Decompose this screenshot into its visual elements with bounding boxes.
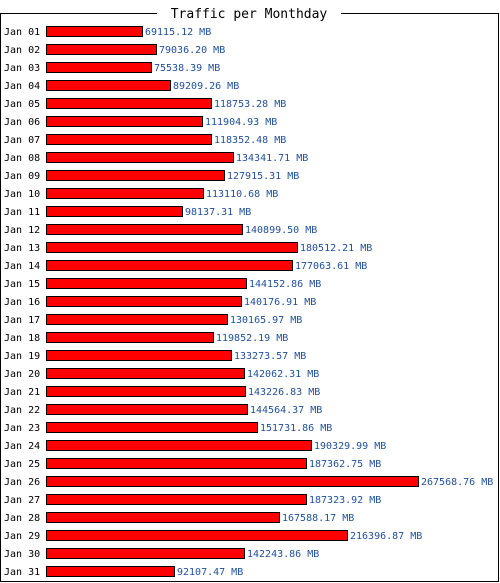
value-label: 142243.86 MB: [247, 549, 319, 560]
value-label: 142062.31 MB: [247, 369, 319, 380]
day-label: Jan 26: [4, 477, 40, 488]
day-label: Jan 20: [4, 369, 40, 380]
day-label: Jan 30: [4, 549, 40, 560]
day-label: Jan 28: [4, 513, 40, 524]
value-label: 144152.86 MB: [249, 279, 321, 290]
value-label: 151731.86 MB: [260, 423, 332, 434]
day-label: Jan 14: [4, 261, 40, 272]
day-label: Jan 05: [4, 99, 40, 110]
traffic-bar: [46, 206, 183, 217]
traffic-bar: [46, 98, 212, 109]
traffic-bar: [46, 26, 143, 37]
day-label: Jan 31: [4, 567, 40, 578]
value-label: 130165.97 MB: [230, 315, 302, 326]
traffic-bar: [46, 296, 242, 307]
day-label: Jan 04: [4, 81, 40, 92]
traffic-bar: [46, 80, 171, 91]
traffic-bar: [46, 440, 312, 451]
day-label: Jan 02: [4, 45, 40, 56]
value-label: 118753.28 MB: [214, 99, 286, 110]
value-label: 79036.20 MB: [159, 45, 225, 56]
value-label: 267568.76 MB: [421, 477, 493, 488]
day-label: Jan 13: [4, 243, 40, 254]
value-label: 187362.75 MB: [309, 459, 381, 470]
day-label: Jan 12: [4, 225, 40, 236]
value-label: 144564.37 MB: [250, 405, 322, 416]
traffic-bar: [46, 44, 157, 55]
title-background: [157, 4, 341, 22]
traffic-bar: [46, 566, 175, 577]
value-label: 89209.26 MB: [173, 81, 239, 92]
traffic-bar: [46, 332, 214, 343]
chart-title: Traffic per Monthday: [171, 7, 328, 22]
value-label: 177063.61 MB: [295, 261, 367, 272]
value-label: 119852.19 MB: [216, 333, 288, 344]
day-label: Jan 16: [4, 297, 40, 308]
day-label: Jan 11: [4, 207, 40, 218]
value-label: 75538.39 MB: [154, 63, 220, 74]
value-label: 118352.48 MB: [214, 135, 286, 146]
traffic-bar: [46, 530, 348, 541]
day-label: Jan 19: [4, 351, 40, 362]
traffic-bar: [46, 260, 293, 271]
value-label: 111904.93 MB: [205, 117, 277, 128]
traffic-bar: [46, 152, 234, 163]
value-label: 190329.99 MB: [314, 441, 386, 452]
traffic-bar: [46, 512, 280, 523]
traffic-bar: [46, 350, 232, 361]
day-label: Jan 29: [4, 531, 40, 542]
day-label: Jan 23: [4, 423, 40, 434]
traffic-bar: [46, 224, 243, 235]
value-label: 167588.17 MB: [282, 513, 354, 524]
value-label: 134341.71 MB: [236, 153, 308, 164]
day-label: Jan 03: [4, 63, 40, 74]
traffic-bar: [46, 458, 307, 469]
value-label: 140176.91 MB: [244, 297, 316, 308]
traffic-bar: [46, 404, 248, 415]
value-label: 180512.21 MB: [300, 243, 372, 254]
day-label: Jan 24: [4, 441, 40, 452]
day-label: Jan 25: [4, 459, 40, 470]
value-label: 143226.83 MB: [248, 387, 320, 398]
day-label: Jan 07: [4, 135, 40, 146]
value-label: 69115.12 MB: [145, 27, 211, 38]
traffic-bar: [46, 278, 247, 289]
day-label: Jan 18: [4, 333, 40, 344]
traffic-bar: [46, 116, 203, 127]
value-label: 127915.31 MB: [227, 171, 299, 182]
traffic-bar: [46, 188, 204, 199]
day-label: Jan 15: [4, 279, 40, 290]
traffic-bar: [46, 134, 212, 145]
traffic-bar: [46, 422, 258, 433]
bars-group: Jan 01 69115.12 MB Jan 02 79036.20 MB Jan 03…: [4, 26, 493, 578]
traffic-bar: [46, 476, 419, 487]
value-label: 113110.68 MB: [206, 189, 278, 200]
traffic-bar: [46, 548, 245, 559]
day-label: Jan 17: [4, 315, 40, 326]
day-label: Jan 21: [4, 387, 40, 398]
day-label: Jan 08: [4, 153, 40, 164]
traffic-bar: [46, 494, 307, 505]
day-label: Jan 10: [4, 189, 40, 200]
day-label: Jan 22: [4, 405, 40, 416]
traffic-bar: [46, 314, 228, 325]
traffic-bar: [46, 368, 245, 379]
day-label: Jan 06: [4, 117, 40, 128]
value-label: 98137.31 MB: [185, 207, 251, 218]
value-label: 216396.87 MB: [350, 531, 422, 542]
day-label: Jan 27: [4, 495, 40, 506]
value-label: 133273.57 MB: [234, 351, 306, 362]
traffic-bar: [46, 386, 246, 397]
traffic-bar: [46, 242, 298, 253]
day-label: Jan 01: [4, 27, 40, 38]
day-label: Jan 09: [4, 171, 40, 182]
value-label: 140899.50 MB: [245, 225, 317, 236]
traffic-bar: [46, 62, 152, 73]
value-label: 187323.92 MB: [309, 495, 381, 506]
traffic-bar: [46, 170, 225, 181]
value-label: 92107.47 MB: [177, 567, 243, 578]
